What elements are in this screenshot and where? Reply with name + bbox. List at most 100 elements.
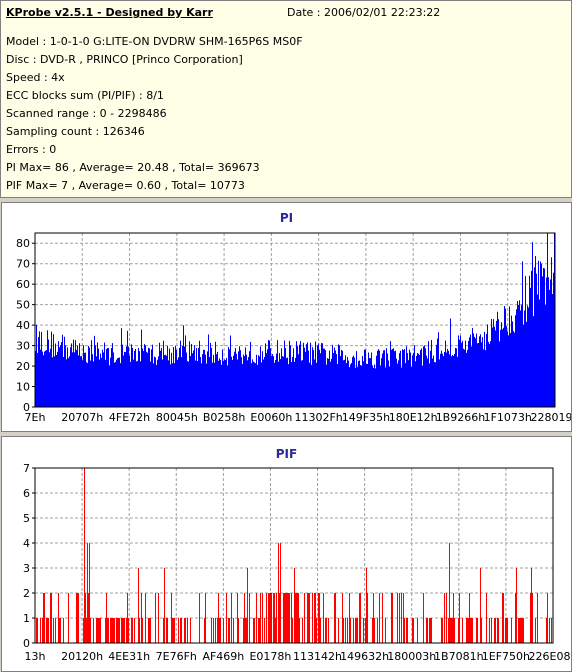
pi-bar <box>344 359 345 407</box>
pi-bar <box>168 360 169 407</box>
pi-ytick-label: 30 <box>16 340 30 353</box>
pif-bar <box>413 618 414 643</box>
pif-bar <box>288 593 289 643</box>
pi-bar <box>269 340 270 407</box>
pi-bar <box>58 341 59 407</box>
pi-bar <box>379 350 380 407</box>
pif-xtick-label: AF469h <box>202 650 244 663</box>
pi-bar <box>134 351 135 407</box>
pi-bar <box>191 343 192 407</box>
pi-bar <box>137 360 138 407</box>
pif-bar <box>124 618 125 643</box>
info-pif-stats: PIF Max= 7 , Average= 0.60 , Total= 1077… <box>6 179 245 192</box>
pi-bar <box>199 340 200 407</box>
pi-bar <box>431 339 432 407</box>
pi-bar <box>115 361 116 407</box>
info-ecc: ECC blocks sum (PI/PIF) : 8/1 <box>6 89 164 102</box>
pif-bar <box>134 618 135 643</box>
pif-bar <box>357 618 358 643</box>
pif-bar <box>108 618 109 643</box>
pif-bar <box>283 593 284 643</box>
pi-bar <box>240 350 241 407</box>
pi-bar <box>98 348 99 407</box>
pi-chart: 0 10 20 30 40 50 60 70 80 7Eh 20707h 4FE72h 80045h B0… <box>16 232 571 424</box>
pif-bar <box>385 618 386 643</box>
pi-bar <box>548 277 549 407</box>
pi-bar <box>224 359 225 407</box>
pi-bar <box>327 358 328 407</box>
pif-bar <box>238 618 239 643</box>
pif-bar <box>454 618 455 643</box>
pi-bar <box>111 348 112 407</box>
pif-bar <box>503 593 504 643</box>
pi-bar <box>523 324 524 407</box>
pi-bar <box>80 356 81 407</box>
pi-bar <box>138 348 139 407</box>
pi-bar <box>473 333 474 407</box>
pi-bar <box>445 340 446 407</box>
pi-bar <box>408 360 409 407</box>
pif-bar <box>100 618 101 643</box>
pi-bar <box>332 344 333 407</box>
pif-bar <box>397 593 398 643</box>
pi-bar <box>284 340 285 407</box>
pif-bar <box>547 593 548 643</box>
pi-bar <box>403 350 404 407</box>
pif-bar <box>58 593 59 643</box>
pif-bar <box>481 618 482 643</box>
pif-bar <box>494 618 495 643</box>
pi-xtick-label: B0258h <box>203 411 246 424</box>
pi-bar <box>192 353 193 407</box>
pi-xtick-label: 7Eh <box>25 411 46 424</box>
pi-bar <box>427 358 428 407</box>
pi-bar <box>402 349 403 407</box>
pi-bar <box>366 363 367 407</box>
pi-bar <box>105 359 106 407</box>
pi-bar <box>542 276 543 407</box>
pif-bar <box>334 593 335 643</box>
pi-bar <box>161 347 162 407</box>
pif-bar <box>458 618 459 643</box>
pi-bar <box>227 365 228 407</box>
pi-bar <box>169 348 170 407</box>
pi-bar <box>296 341 297 407</box>
pi-bar <box>121 328 122 407</box>
pif-bar <box>110 618 111 643</box>
pif-bar <box>46 618 47 643</box>
pif-bar <box>141 593 142 643</box>
pi-bar <box>260 346 261 407</box>
pif-ytick-label: 7 <box>23 462 30 475</box>
pi-bar <box>156 364 157 407</box>
pif-bar <box>187 618 188 643</box>
pif-bar <box>495 618 496 643</box>
pi-bar <box>88 345 89 407</box>
pif-bar <box>511 618 512 643</box>
pi-bar <box>66 359 67 407</box>
pif-bar <box>245 618 246 643</box>
pif-bar <box>122 618 123 643</box>
pi-bar <box>504 306 505 407</box>
pi-bar <box>71 343 72 407</box>
pif-bar <box>335 593 336 643</box>
pi-bar <box>248 356 249 407</box>
pif-bar <box>121 618 122 643</box>
pi-xtick-label: 20707h <box>61 411 103 424</box>
pi-bar <box>471 346 472 407</box>
pi-bar <box>118 357 119 407</box>
pi-bar <box>112 343 113 407</box>
pif-bar <box>515 593 516 643</box>
pi-bar <box>320 353 321 407</box>
pi-bar <box>380 365 381 407</box>
pi-bar <box>423 346 424 407</box>
pif-xtick-label: 226E08h <box>529 650 571 663</box>
pi-bar <box>486 333 487 407</box>
pi-bar <box>231 356 232 407</box>
pi-bar <box>123 355 124 407</box>
pi-bar <box>221 364 222 407</box>
pi-bar <box>254 362 255 407</box>
pi-bar <box>281 348 282 407</box>
pif-bar <box>399 593 400 643</box>
pif-bar <box>549 618 550 643</box>
pif-xtick-label: 4EE31h <box>108 650 150 663</box>
pi-bar <box>450 318 451 407</box>
